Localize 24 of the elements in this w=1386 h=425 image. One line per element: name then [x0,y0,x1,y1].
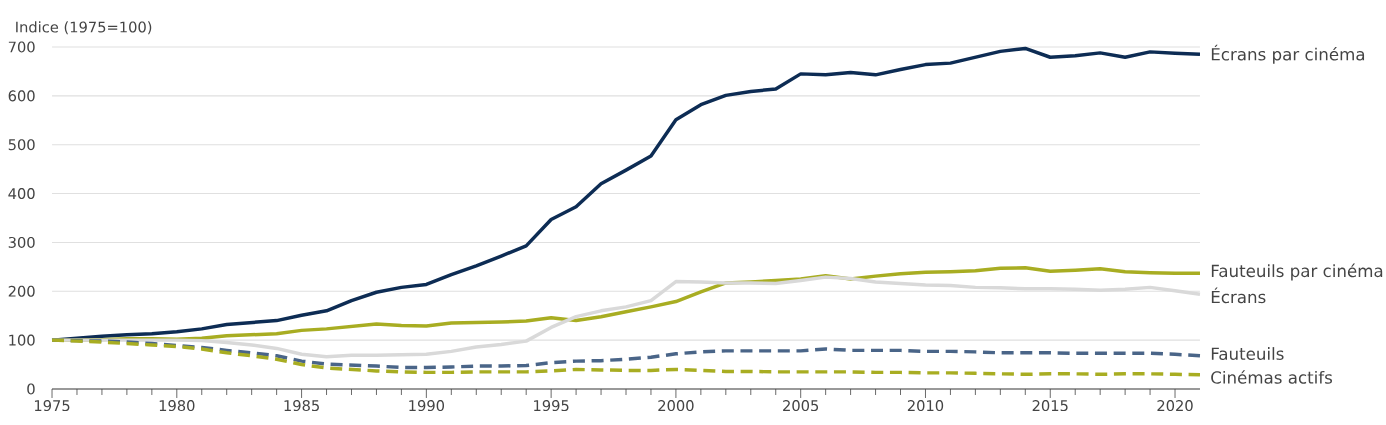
series-label: Fauteuils [1211,347,1284,361]
x-tick-label: 1990 [409,400,445,412]
y-tick-label: 0 [27,383,35,395]
series-label: Fauteuils par cinéma [1211,263,1383,281]
series-label: Écrans par cinéma [1211,44,1365,64]
x-tick-label: 1995 [534,400,569,412]
x-tick-label: 2005 [783,400,819,412]
series-label: Écrans [1211,287,1266,304]
series-label: Cinémas actifs [1211,370,1333,384]
x-tick-label: 1975 [34,400,70,412]
x-tick-label: 2015 [1032,400,1068,412]
y-tick-label: 500 [8,139,35,151]
y-tick-label: 200 [8,285,35,297]
y-tick-label: 300 [8,236,35,248]
x-tick-label: 1985 [284,400,319,412]
y-tick-label: 400 [8,188,35,200]
x-tick-label: 2010 [907,400,944,412]
x-tick-label: 2020 [1157,400,1193,412]
y-axis-title: Indice (1975=100) [16,21,152,35]
y-tick-label: 100 [9,334,35,346]
y-tick-label: 700 [8,41,35,53]
x-tick-label: 1980 [159,400,195,412]
y-tick-label: 600 [8,90,35,102]
x-tick-label: 2000 [658,400,694,412]
